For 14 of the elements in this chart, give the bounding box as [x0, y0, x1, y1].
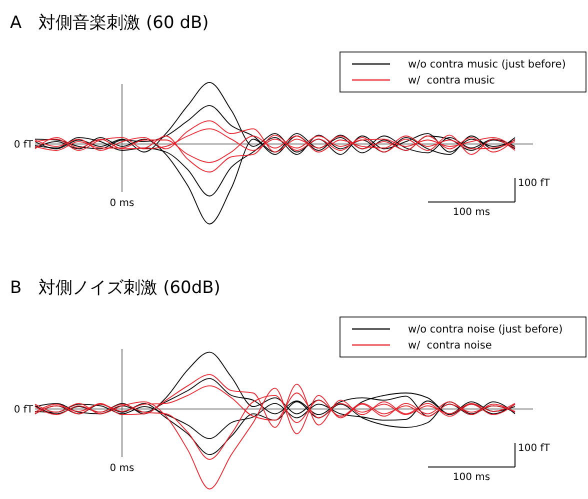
annotation: 100 fT [518, 443, 551, 454]
legend-label: w/ contra music [408, 74, 496, 87]
text: 0 fT [14, 404, 34, 416]
annotation: 0 ms [110, 463, 134, 474]
annotation: 100 ms [452, 472, 490, 483]
annotation: 100 ms [452, 207, 490, 218]
text: 0 fT [14, 140, 34, 150]
legend-label: w/ contra noise [408, 340, 492, 352]
chart-title: A 対側音楽刺激 (60 dB) [10, 13, 209, 33]
legend-label: w/o contra music (just before) [408, 58, 566, 71]
legend-label: w/o contra noise (just before) [408, 324, 563, 336]
annotation: 0 ms [110, 198, 134, 209]
chart-title: B 対側ノイズ刺激 (60dB) [10, 278, 220, 298]
annotation: 100 fT [518, 178, 551, 189]
